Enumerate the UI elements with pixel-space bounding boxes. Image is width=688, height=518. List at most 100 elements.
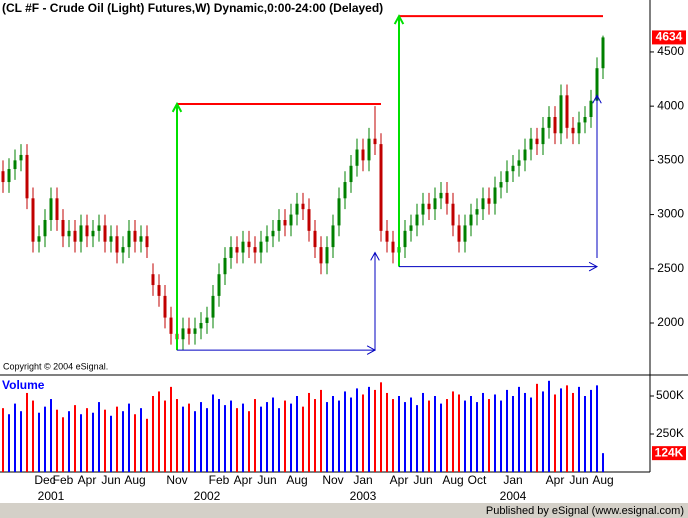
volume-bar	[44, 406, 46, 472]
x-tick-label: Oct	[468, 473, 487, 487]
volume-bar	[320, 389, 322, 472]
volume-bar	[38, 412, 40, 472]
candle-body	[235, 247, 239, 253]
volume-bar	[140, 408, 142, 472]
candle-body	[427, 203, 431, 210]
volume-bar	[20, 411, 22, 472]
volume-bar	[200, 402, 202, 472]
volume-bar	[560, 388, 562, 472]
candle-body	[133, 230, 137, 242]
volume-bar	[2, 408, 4, 472]
volume-bar	[224, 405, 226, 472]
volume-bar	[368, 386, 370, 472]
volume-bar	[362, 394, 364, 472]
volume-tick-label: 250K	[656, 426, 684, 440]
candle-body	[199, 322, 203, 329]
volume-bar	[590, 389, 592, 472]
candle-body	[103, 225, 107, 242]
volume-bar	[434, 396, 436, 472]
volume-bar	[332, 396, 334, 472]
candle-body	[265, 236, 269, 242]
candle-body	[541, 127, 545, 145]
candle-body	[49, 198, 53, 220]
candle-body	[79, 225, 83, 242]
x-tick-label: Apr	[546, 473, 565, 487]
volume-bar	[242, 403, 244, 472]
volume-bar	[452, 391, 454, 472]
candle-body	[481, 198, 485, 210]
volume-bar	[512, 396, 514, 472]
volume-bar	[110, 415, 112, 472]
candle-body	[343, 182, 347, 199]
x-tick-label: Jan	[353, 473, 372, 487]
volume-bar	[440, 403, 442, 472]
arrow-head	[393, 14, 405, 25]
candle-body	[595, 68, 599, 101]
candle-body	[325, 247, 329, 264]
candle-body	[259, 241, 263, 253]
candle-body	[511, 165, 515, 172]
volume-bar	[422, 392, 424, 472]
candle-body	[505, 171, 509, 183]
volume-bar	[488, 399, 490, 472]
y-tick-label: 4000	[657, 98, 684, 112]
volume-bar	[14, 403, 16, 472]
x-tick-label: Jun	[569, 473, 588, 487]
x-tick-label: Jun	[413, 473, 432, 487]
x-tick-label: Jan	[503, 473, 522, 487]
x-tick-label: Jun	[101, 473, 120, 487]
candle-body	[229, 247, 233, 258]
x-tick-label: Apr	[78, 473, 97, 487]
last-volume-label: 124K	[655, 445, 684, 459]
x-year-label: 2004	[500, 489, 527, 503]
candle-body	[283, 219, 287, 226]
candle-body	[223, 257, 227, 275]
x-year-label: 2003	[350, 489, 377, 503]
y-tick-label: 3000	[657, 207, 684, 221]
candle-body	[601, 37, 605, 69]
candle-body	[139, 236, 143, 242]
volume-bar	[194, 411, 196, 472]
candle-body	[403, 230, 407, 248]
candle-body	[463, 225, 467, 242]
candle-body	[421, 203, 425, 215]
volume-bar	[398, 396, 400, 472]
y-tick-label: 2000	[657, 315, 684, 329]
volume-bar	[344, 391, 346, 472]
volume-bar	[248, 411, 250, 472]
candle-body	[85, 225, 89, 237]
x-tick-label: Nov	[166, 473, 187, 487]
footer-bar	[0, 503, 688, 518]
candle-body	[547, 116, 551, 128]
candle-body	[31, 198, 35, 242]
candle-body	[61, 219, 65, 237]
candle-body	[475, 209, 479, 215]
x-tick-label: Apr	[234, 473, 253, 487]
candle-body	[349, 165, 353, 183]
y-tick-label: 4500	[657, 44, 684, 58]
volume-bar	[134, 414, 136, 472]
volume-bar	[458, 394, 460, 472]
volume-bar	[350, 397, 352, 472]
volume-bar	[494, 394, 496, 472]
x-tick-label: Feb	[209, 473, 230, 487]
volume-bar	[26, 392, 28, 472]
candle-body	[43, 219, 47, 237]
candle-body	[91, 230, 95, 237]
x-year-label: 2002	[194, 489, 221, 503]
volume-bar	[404, 402, 406, 472]
candle-body	[19, 154, 23, 161]
x-tick-label: Aug	[442, 473, 463, 487]
candle-body	[457, 225, 461, 242]
candle-body	[415, 214, 419, 226]
last-price-box	[652, 30, 686, 45]
volume-bar	[188, 403, 190, 472]
volume-bar	[158, 391, 160, 472]
candle-body	[295, 203, 299, 215]
volume-bar	[446, 399, 448, 472]
candle-body	[529, 138, 533, 150]
volume-bar	[308, 392, 310, 472]
candle-body	[499, 182, 503, 188]
candle-body	[493, 187, 497, 204]
candle-body	[217, 274, 221, 296]
